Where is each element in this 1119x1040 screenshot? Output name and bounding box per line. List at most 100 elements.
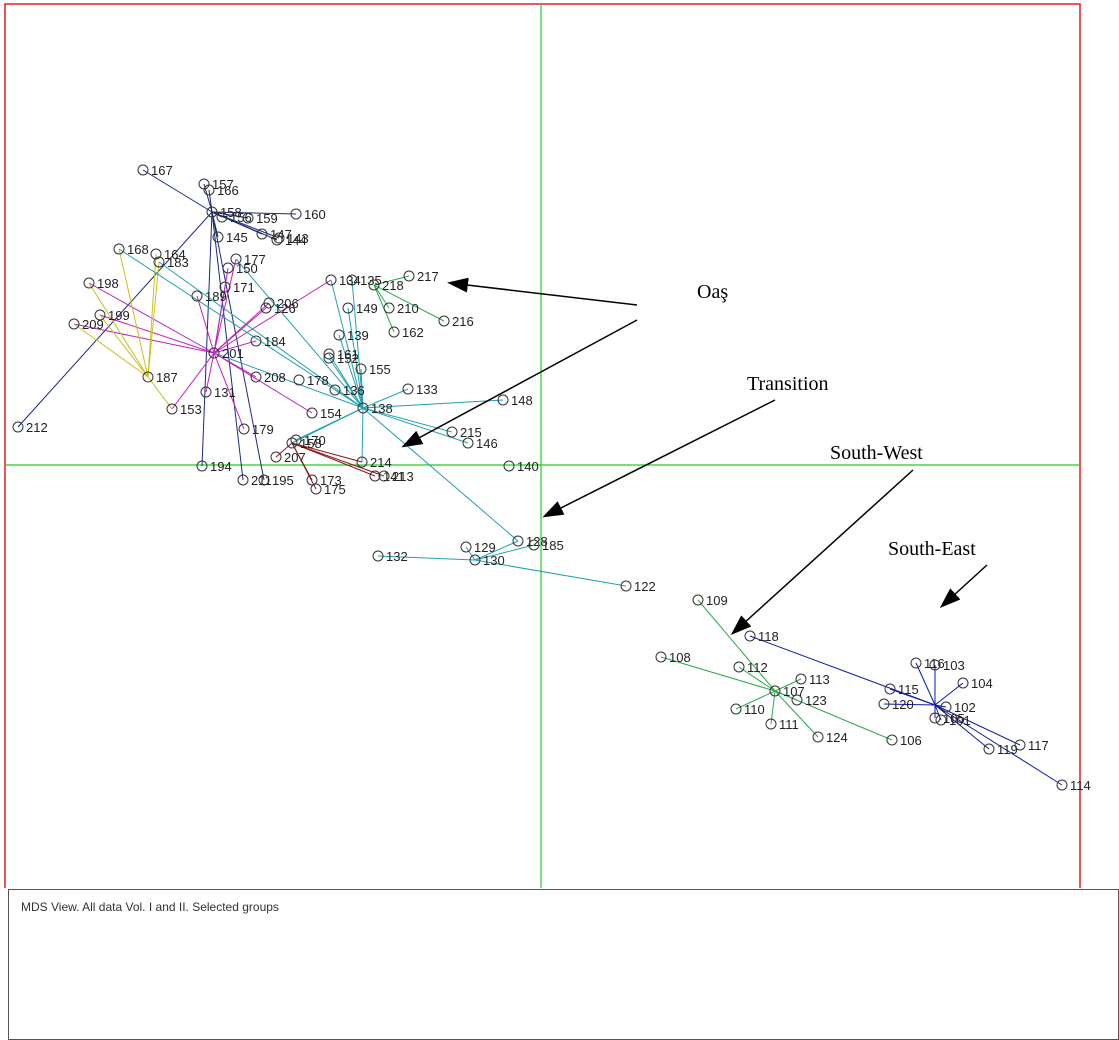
- caption-panel: MDS View. All data Vol. I and II. Select…: [8, 889, 1119, 1040]
- point-label-158b: 158: [300, 436, 322, 451]
- group-link-7-106: [774, 690, 893, 741]
- point-marker-105: [929, 712, 941, 724]
- group-link-2-198: [88, 282, 149, 378]
- point-label-158: 158: [220, 205, 242, 220]
- point-marker-208: [250, 371, 262, 383]
- point-marker-109: [692, 594, 704, 606]
- group-link-7-111: [770, 690, 776, 725]
- point-marker-218: [368, 279, 380, 291]
- point-label-183: 183: [167, 255, 189, 270]
- point-label-162: 162: [402, 325, 424, 340]
- group-link-3-155: [360, 368, 364, 409]
- point-label-109: 109: [706, 593, 728, 608]
- point-label-118: 118: [758, 629, 779, 644]
- point-label-101: 101: [949, 713, 971, 728]
- point-marker-123: [791, 694, 803, 706]
- group-link-2-168: [118, 248, 149, 378]
- point-label-119: 119: [997, 742, 1018, 757]
- point-marker-145: [212, 231, 224, 243]
- point-label-189: 189: [205, 289, 227, 304]
- group-link-8-115: [889, 688, 936, 706]
- group-link-3-149: [347, 307, 364, 409]
- group-link-1-150: [213, 267, 229, 354]
- point-marker-178: [293, 374, 305, 386]
- point-marker-112: [733, 661, 745, 673]
- point-label-108: 108: [669, 650, 691, 665]
- point-label-146: 146: [476, 436, 498, 451]
- point-label-170: 170: [304, 433, 326, 448]
- group-link-3-183: [158, 261, 364, 409]
- annotation-arrow-3-0: [939, 564, 988, 609]
- point-label-210: 210: [397, 301, 419, 316]
- point-marker-170: [290, 434, 302, 446]
- point-marker-108: [655, 651, 667, 663]
- point-marker-132: [372, 550, 384, 562]
- group-link-1-154: [213, 352, 313, 414]
- group-link-2-199: [99, 314, 149, 378]
- point-marker-164: [150, 248, 162, 260]
- point-marker-175: [310, 483, 322, 495]
- group-link-5-175: [291, 442, 317, 490]
- point-marker-207: [270, 451, 282, 463]
- group-link-1-126: [213, 307, 267, 354]
- point-label-130: 130: [483, 553, 505, 568]
- point-marker-184: [250, 335, 262, 347]
- point-label-171: 171: [233, 280, 255, 295]
- point-marker-160: [290, 208, 302, 220]
- point-label-115: 115: [898, 682, 919, 697]
- point-label-184: 184: [264, 334, 286, 349]
- group-link-3-135: [351, 279, 364, 409]
- group-link-8-120: [883, 703, 936, 706]
- point-marker-201: [208, 347, 220, 359]
- group-link-2-153: [147, 376, 173, 410]
- point-marker-173: [306, 474, 318, 486]
- point-marker-156: [216, 211, 228, 223]
- group-link-0-160: [211, 211, 297, 215]
- point-label-139: 139: [347, 328, 369, 343]
- group-link-1-131: [205, 352, 215, 393]
- point-label-133: 133: [416, 382, 438, 397]
- point-label-113: 113: [809, 672, 830, 687]
- point-label-166: 166: [217, 183, 239, 198]
- point-marker-185: [528, 539, 540, 551]
- point-marker-101: [935, 714, 947, 726]
- point-marker-116: [910, 657, 922, 669]
- group-link-4-128: [474, 540, 519, 561]
- group-link-5-213: [291, 442, 385, 477]
- point-label-167: 167: [151, 163, 173, 178]
- group-link-0-194: [201, 211, 213, 467]
- point-marker-138: [357, 402, 369, 414]
- group-link-7-112: [738, 666, 776, 692]
- group-link-7-109: [697, 599, 776, 692]
- group-link-3-201: [213, 352, 364, 409]
- point-marker-136: [329, 384, 341, 396]
- point-marker-161: [323, 348, 335, 360]
- group-link-0-167: [142, 169, 213, 213]
- group-link-7-124: [774, 690, 819, 738]
- point-label-194: 194: [210, 459, 232, 474]
- point-marker-189: [191, 290, 203, 302]
- point-marker-211: [237, 474, 249, 486]
- group-link-2-164: [147, 253, 157, 378]
- group-link-7-108: [660, 656, 776, 692]
- annotation-label-2: South-West: [830, 442, 923, 464]
- annotation-arrow-0-1: [401, 319, 638, 448]
- point-marker-146: [462, 437, 474, 449]
- group-link-3-139: [338, 334, 364, 409]
- point-label-208: 208: [264, 370, 286, 385]
- point-label-145: 145: [226, 230, 248, 245]
- group-link-3-177: [235, 258, 364, 409]
- group-link-1-177: [213, 258, 237, 354]
- point-label-213: 213: [392, 469, 414, 484]
- point-marker-166: [203, 184, 215, 196]
- group-link-3-152: [328, 357, 364, 409]
- point-marker-154: [306, 407, 318, 419]
- point-marker-215: [446, 426, 458, 438]
- point-marker-153: [166, 403, 178, 415]
- point-marker-187: [142, 371, 154, 383]
- point-label-150: 150: [236, 261, 258, 276]
- annotation-label-0: Oaş: [697, 281, 728, 303]
- point-marker-171: [219, 281, 231, 293]
- point-label-136: 136: [343, 383, 365, 398]
